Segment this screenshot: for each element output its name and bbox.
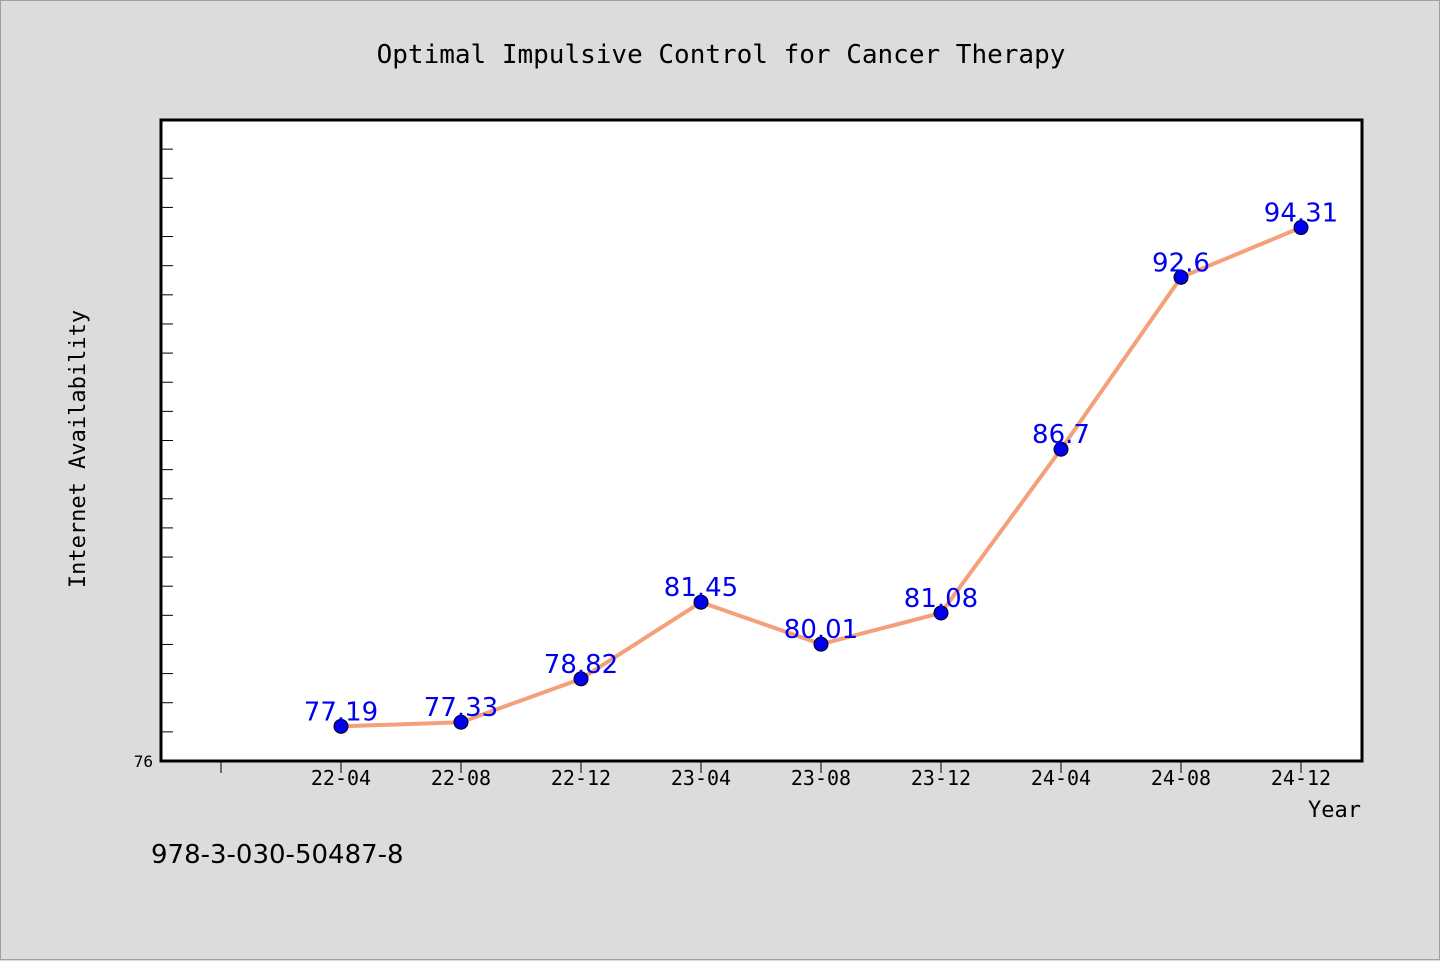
- y-axis-min-label: 76: [134, 752, 153, 771]
- data-label: 81.45: [664, 573, 738, 603]
- x-tick-label: 23-04: [671, 766, 731, 790]
- x-tick-label: 23-08: [791, 766, 851, 790]
- x-tick-label: 24-12: [1271, 766, 1331, 790]
- x-tick-label: 22-04: [311, 766, 371, 790]
- x-tick-label: 22-08: [431, 766, 491, 790]
- data-label: 92.6: [1152, 248, 1210, 278]
- data-markers: [333, 220, 1309, 734]
- data-point: [573, 671, 589, 687]
- y-axis-label: Internet Availability: [66, 310, 91, 588]
- data-label: 77.33: [424, 693, 498, 723]
- x-axis-ticks: [220, 761, 1302, 773]
- data-point: [933, 605, 949, 621]
- x-tick-label: 24-04: [1031, 766, 1091, 790]
- data-point: [1173, 269, 1189, 285]
- x-tick-label: 23-12: [911, 766, 971, 790]
- data-label: 80.01: [784, 615, 858, 645]
- x-axis-label: Year: [1308, 798, 1361, 823]
- isbn-text: 978-3-030-50487-8: [151, 840, 404, 870]
- data-point: [813, 636, 829, 652]
- data-label: 94.31: [1264, 199, 1338, 229]
- x-tick-labels: 22-04 22-08 22-12 23-04 23-08 23-12 24-04 24-08…: [311, 766, 1331, 790]
- data-point: [1053, 441, 1069, 457]
- x-tick-label: 24-08: [1151, 766, 1211, 790]
- plot-area: [159, 118, 1364, 763]
- data-label: 81.08: [904, 584, 978, 614]
- data-label: 78.82: [544, 650, 618, 680]
- data-label: 77.19: [304, 697, 378, 727]
- data-point: [693, 594, 709, 610]
- chart-title: Optimal Impulsive Control for Cancer The…: [377, 40, 1066, 70]
- x-tick-label: 22-12: [551, 766, 611, 790]
- data-labels: 77.19 77.33 78.82 81.45 80.01 81.08 86.7 92.6 94…: [304, 199, 1338, 728]
- y-axis-ticks: [161, 148, 173, 733]
- data-point: [333, 718, 349, 734]
- data-label: 86.7: [1032, 420, 1090, 450]
- data-point: [1293, 220, 1309, 236]
- data-point: [453, 714, 469, 730]
